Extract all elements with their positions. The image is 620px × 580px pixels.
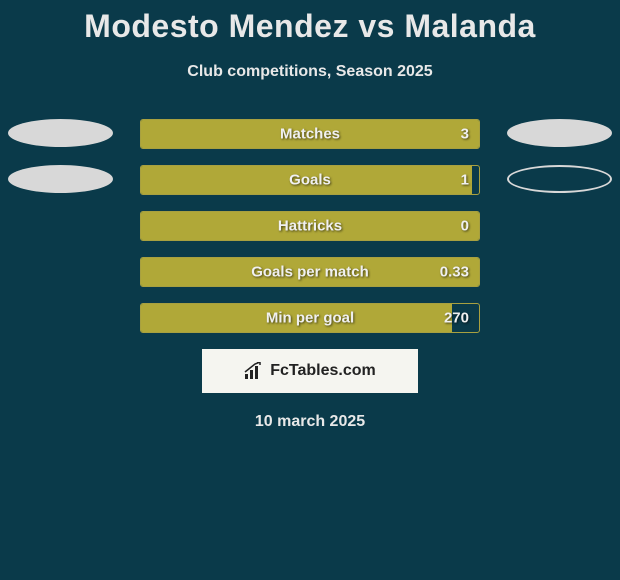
badge-text: FcTables.com xyxy=(270,362,376,380)
stat-row: Matches 3 xyxy=(0,119,620,149)
stat-value: 270 xyxy=(444,310,469,327)
source-badge[interactable]: FcTables.com xyxy=(202,349,418,393)
stat-row: Min per goal 270 xyxy=(0,303,620,333)
subtitle: Club competitions, Season 2025 xyxy=(0,63,620,81)
stats-area: Matches 3 Goals 1 Hattricks 0 Goals per … xyxy=(0,119,620,333)
page-title: Modesto Mendez vs Malanda xyxy=(0,8,620,45)
stat-bar-hattricks: Hattricks 0 xyxy=(140,211,480,241)
stat-bar-goals-per-match: Goals per match 0.33 xyxy=(140,257,480,287)
stat-value: 0 xyxy=(461,218,469,235)
stat-value: 3 xyxy=(461,126,469,143)
stat-label: Matches xyxy=(280,126,340,143)
stat-value: 0.33 xyxy=(440,264,469,281)
stat-row: Goals per match 0.33 xyxy=(0,257,620,287)
stat-value: 1 xyxy=(461,172,469,189)
stat-row: Goals 1 xyxy=(0,165,620,195)
badge-inner: FcTables.com xyxy=(244,362,376,380)
stat-label: Goals xyxy=(289,172,331,189)
stat-label: Goals per match xyxy=(251,264,369,281)
chart-icon xyxy=(244,362,264,380)
stat-label: Min per goal xyxy=(266,310,354,327)
stat-bar-min-per-goal: Min per goal 270 xyxy=(140,303,480,333)
stat-row: Hattricks 0 xyxy=(0,211,620,241)
stat-label: Hattricks xyxy=(278,218,342,235)
stat-bar-matches: Matches 3 xyxy=(140,119,480,149)
comparison-card: Modesto Mendez vs Malanda Club competiti… xyxy=(0,0,620,431)
date-text: 10 march 2025 xyxy=(0,413,620,431)
stat-bar-goals: Goals 1 xyxy=(140,165,480,195)
